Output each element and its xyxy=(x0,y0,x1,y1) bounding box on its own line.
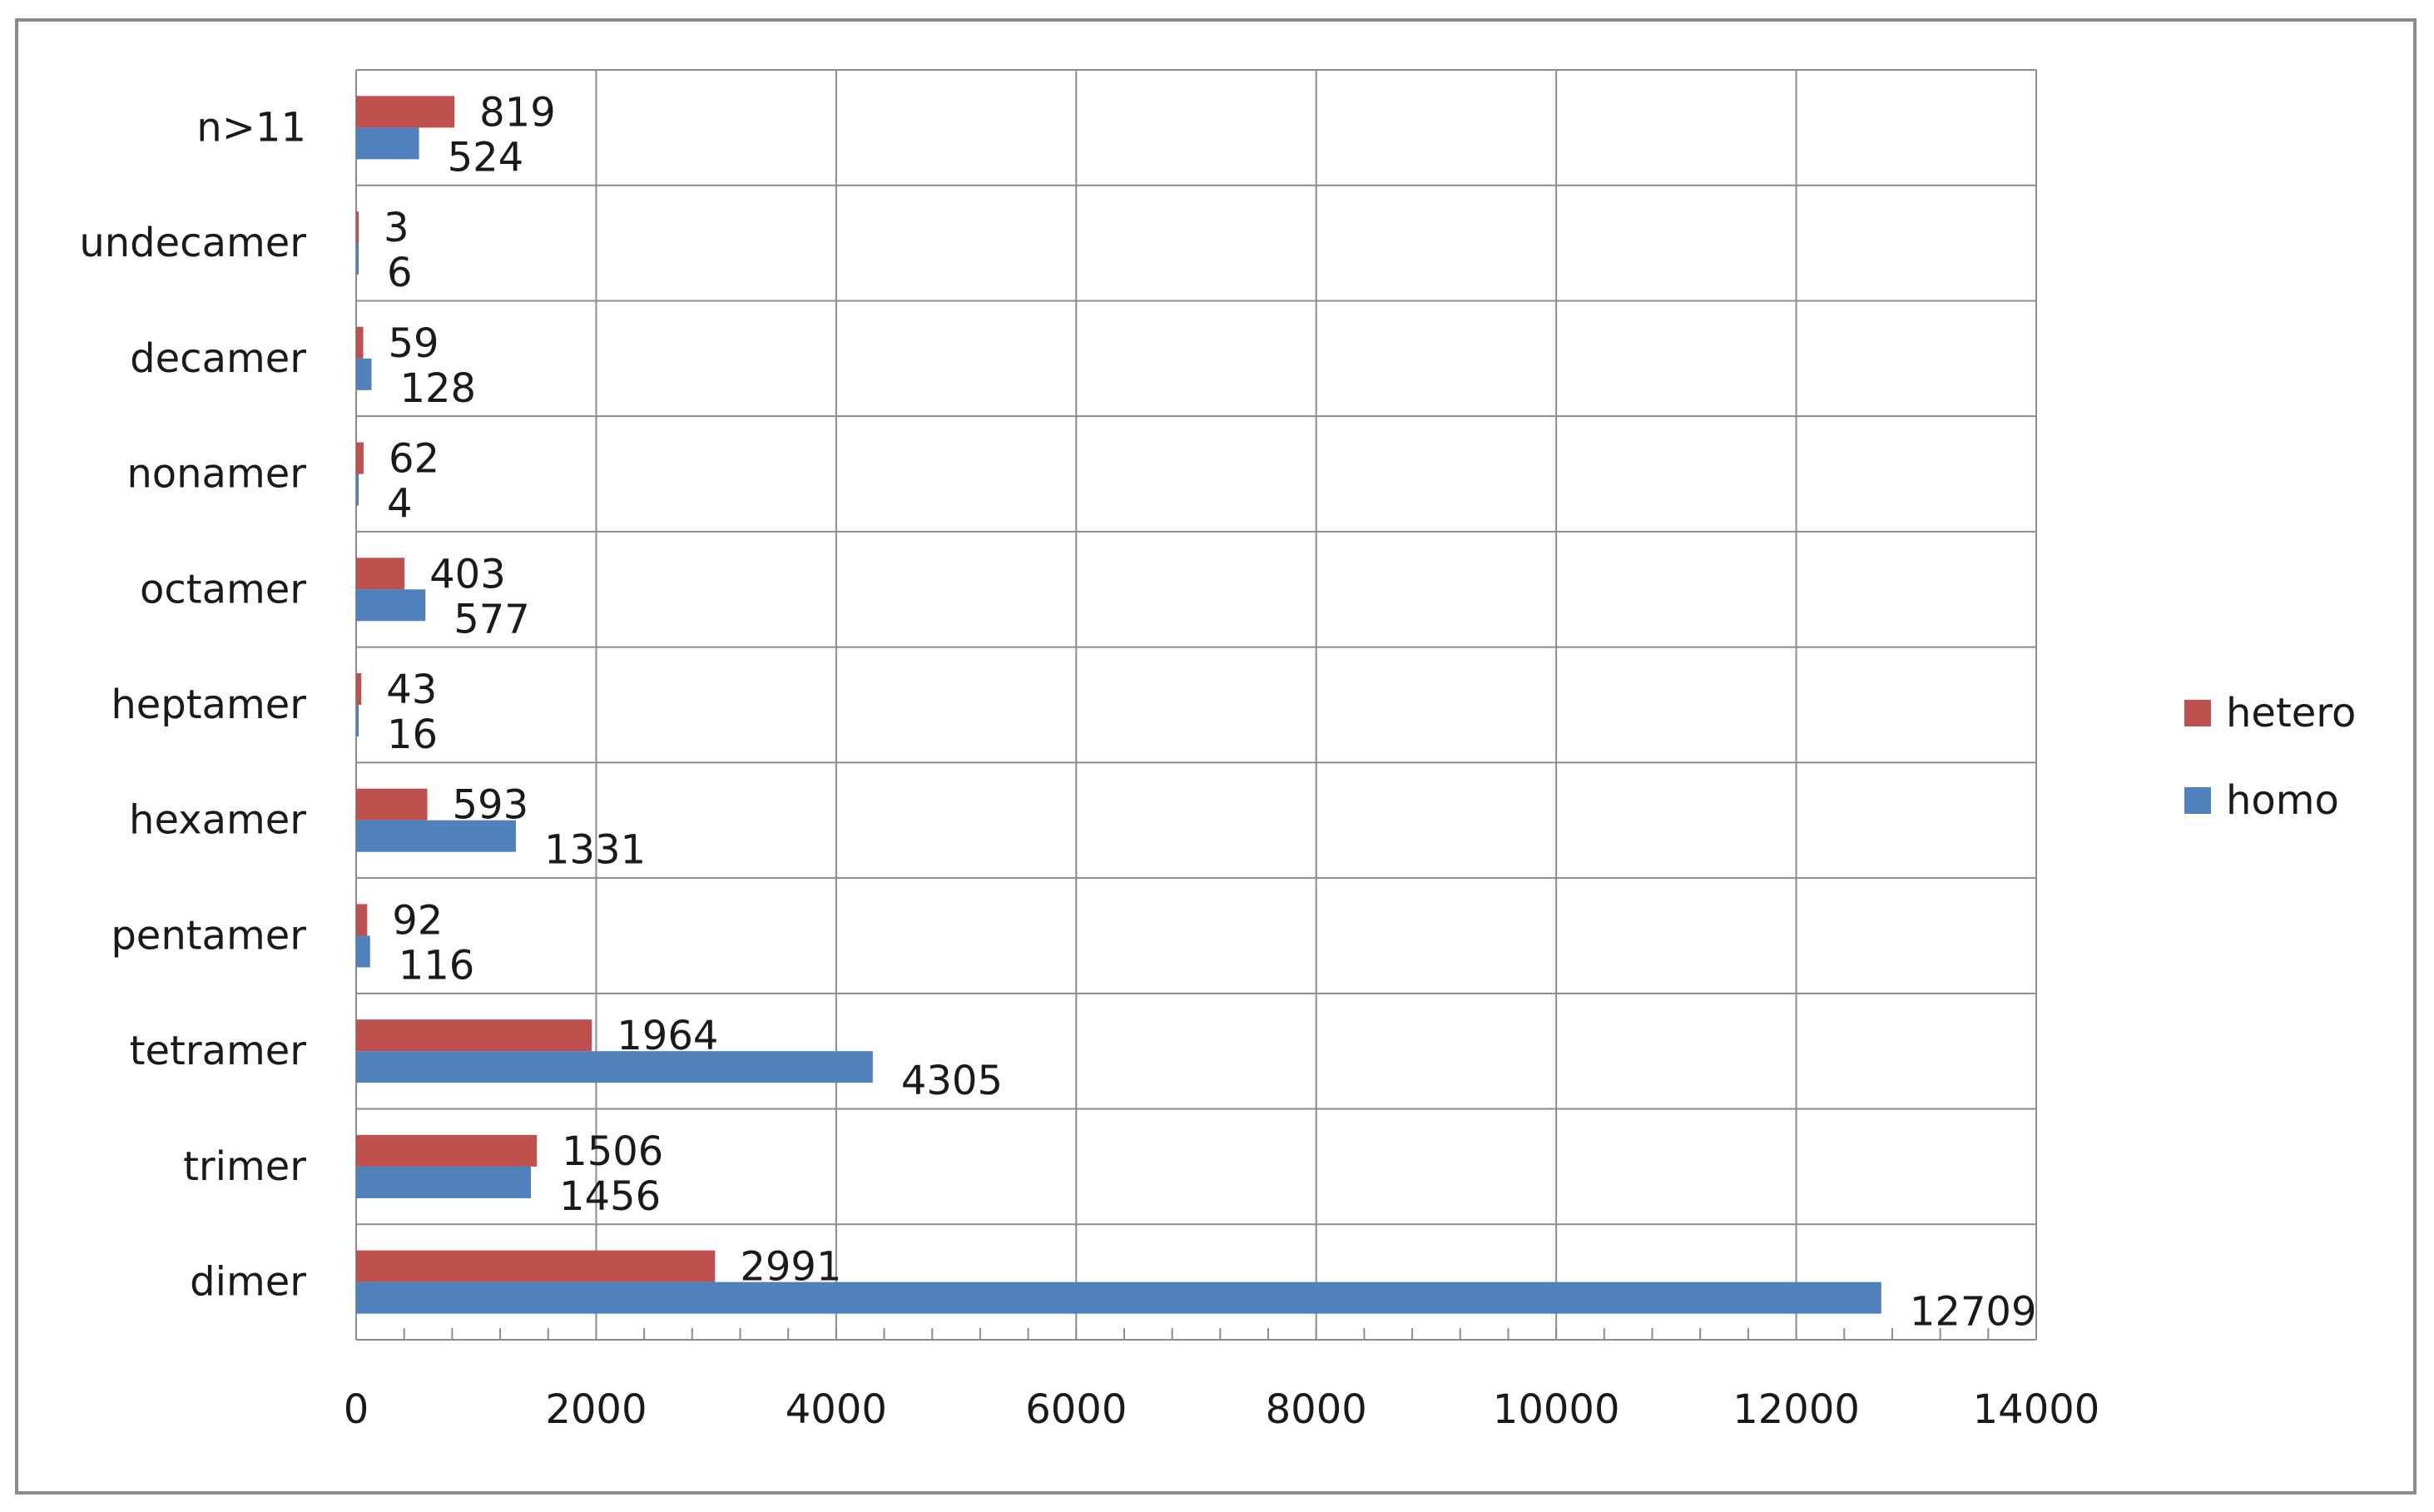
category-label: heptamer xyxy=(111,682,306,728)
data-label-hetero: 593 xyxy=(453,782,529,829)
legend-label-homo: homo xyxy=(2226,777,2339,824)
bar-hetero xyxy=(356,788,428,820)
category-label: undecamer xyxy=(79,220,306,266)
category-label: n>11 xyxy=(196,104,306,151)
bar-homo xyxy=(356,705,359,736)
data-label-homo: 12709 xyxy=(1910,1289,2037,1336)
data-label-hetero: 1506 xyxy=(562,1128,663,1175)
x-tick-label: 10000 xyxy=(1493,1386,1620,1433)
chart-frame xyxy=(15,18,2417,1495)
data-label-homo: 577 xyxy=(454,596,530,642)
bar-hetero xyxy=(356,673,362,705)
data-labels: 2991127091506145619644305921165931331431… xyxy=(384,89,2037,1335)
data-label-homo: 4305 xyxy=(901,1058,1003,1104)
data-label-homo: 6 xyxy=(387,250,413,296)
data-label-homo: 4 xyxy=(387,481,413,528)
bar-hetero xyxy=(356,558,405,590)
bar-homo xyxy=(356,243,359,275)
data-label-homo: 524 xyxy=(448,134,524,181)
legend-label-hetero: hetero xyxy=(2226,690,2356,736)
legend: hetero homo xyxy=(2184,690,2356,824)
data-label-hetero: 3 xyxy=(384,205,409,251)
data-label-hetero: 62 xyxy=(389,436,439,483)
category-label: decamer xyxy=(130,335,306,382)
bar-homo xyxy=(356,935,370,968)
data-label-homo: 1456 xyxy=(559,1173,661,1220)
x-tick-label: 12000 xyxy=(1733,1386,1860,1433)
data-label-homo: 1331 xyxy=(544,827,646,874)
data-label-homo: 16 xyxy=(387,711,438,758)
bars xyxy=(356,96,1881,1314)
bar-homo xyxy=(356,358,372,390)
data-label-hetero: 2991 xyxy=(740,1244,841,1291)
bar-homo xyxy=(356,1166,531,1198)
bar-hetero xyxy=(356,442,364,474)
bar-hetero xyxy=(356,211,359,244)
data-label-hetero: 403 xyxy=(429,551,506,597)
category-label: hexamer xyxy=(129,797,306,844)
bar-homo xyxy=(356,589,426,622)
bar-hetero xyxy=(356,1019,592,1052)
data-label-hetero: 1964 xyxy=(617,1013,718,1059)
x-tick-label: 6000 xyxy=(1025,1386,1127,1433)
category-label: dimer xyxy=(190,1259,306,1306)
bar-hetero xyxy=(356,1134,538,1167)
data-label-hetero: 59 xyxy=(389,320,439,367)
bar-hetero xyxy=(356,96,455,128)
legend-swatch-homo xyxy=(2184,787,2211,814)
data-label-homo: 128 xyxy=(399,365,476,412)
category-label: octamer xyxy=(140,566,306,612)
bar-homo xyxy=(356,127,419,160)
data-label-homo: 116 xyxy=(399,942,475,989)
bar-hetero xyxy=(356,904,368,936)
data-label-hetero: 819 xyxy=(479,89,556,136)
category-label: pentamer xyxy=(111,912,306,959)
x-tick-label: 4000 xyxy=(786,1386,887,1433)
x-tick-label: 14000 xyxy=(1973,1386,2100,1433)
value-axis-tick-labels: 0 2000 4000 6000 8000 10000 12000 14000 xyxy=(344,1386,2100,1433)
category-label: nonamer xyxy=(126,451,306,498)
data-label-hetero: 92 xyxy=(392,897,443,944)
category-label: tetramer xyxy=(130,1028,307,1074)
bar-hetero xyxy=(356,326,364,359)
bar-homo xyxy=(356,473,359,506)
category-label: trimer xyxy=(183,1143,306,1190)
x-tick-label: 2000 xyxy=(545,1386,647,1433)
grid-lines xyxy=(355,69,2037,1341)
legend-swatch-hetero xyxy=(2184,700,2211,726)
x-tick-label: 8000 xyxy=(1266,1386,1367,1433)
x-tick-label: 0 xyxy=(344,1386,369,1433)
data-label-hetero: 43 xyxy=(386,667,437,713)
bar-homo xyxy=(356,820,516,852)
bar-homo xyxy=(356,1051,873,1083)
bar-homo xyxy=(356,1281,1881,1314)
bar-hetero xyxy=(356,1250,716,1282)
category-axis-labels: dimer trimer tetramer pentamer hexamer heptam… xyxy=(79,104,306,1305)
